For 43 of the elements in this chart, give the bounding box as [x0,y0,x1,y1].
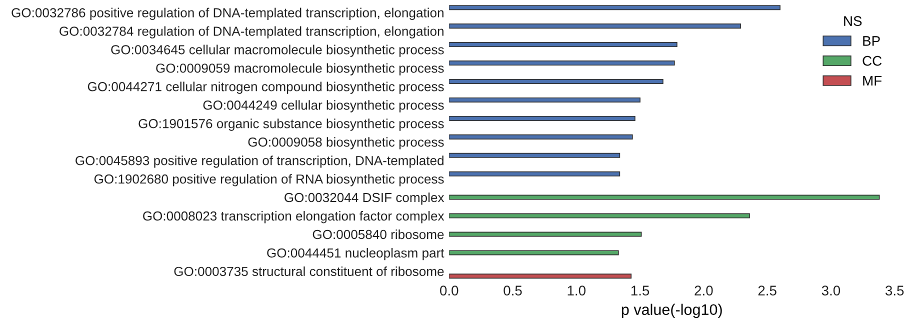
legend-label: BP [863,36,880,46]
bar [449,42,678,48]
y-tick-label: GO:0032784 regulation of DNA-templated transcription, elongation [60,26,444,38]
y-tick-label: GO:0044451 nucleoplasm part [267,248,444,260]
y-tick-label: GO:0032044 DSIF complex [284,192,444,205]
x-tick-label: 1.5 [631,286,650,296]
x-tick-label: 3.5 [885,286,904,296]
y-tick-label: GO:0044249 cellular biosynthetic process [203,100,444,112]
x-tick-label: 0.0 [440,286,458,296]
y-tick-label: GO:0003735 structural constituent of ribosome [174,266,444,276]
y-tick-label: GO:0034645 cellular macromolecule biosynthetic process [111,44,444,57]
bar [449,60,675,66]
x-tick-label: 0.5 [504,286,522,296]
y-tick-label: GO:0032786 positive regulation of DNA-templated transcription, elongation [12,8,444,20]
bar [449,232,642,237]
y-tick-label: GO:0009059 macromolecule biosynthetic process [156,63,444,76]
x-tick-label: 2.5 [758,286,776,296]
bar [449,24,742,29]
bar [449,194,880,200]
y-tick-label: GO:1901576 organic substance biosynthetic process [138,118,444,131]
x-tick-label: 2.0 [694,286,713,296]
x-tick-label: 1.0 [568,286,586,296]
bar [449,274,632,279]
y-tick-label: GO:0044271 cellular nitrogen compound biosynthetic process [88,82,444,94]
y-tick-label: GO:0005840 ribosome [312,230,444,240]
legend-label: CC [862,56,882,66]
y-tick-label: GO:0045893 positive regulation of transcription, DNA-templated [76,156,444,168]
bar [449,97,640,102]
bar [449,134,633,140]
bar [449,171,620,176]
bar [449,213,750,218]
bar [449,116,636,121]
bar [449,5,780,10]
y-tick-label: GO:0008023 transcription elongation factor complex [143,211,444,224]
bar [449,250,619,256]
legend-label: MF [863,76,882,86]
x-tick-label: 3.0 [822,286,840,296]
x-axis-title: p value(-log10) [622,304,722,318]
bar [449,78,664,84]
y-tick-label: GO:0009058 biosynthetic process [248,137,444,150]
y-tick-label: GO:1902680 positive regulation of RNA biosynthetic process [94,174,444,186]
legend-title: NS [844,16,862,26]
bar [449,152,620,158]
